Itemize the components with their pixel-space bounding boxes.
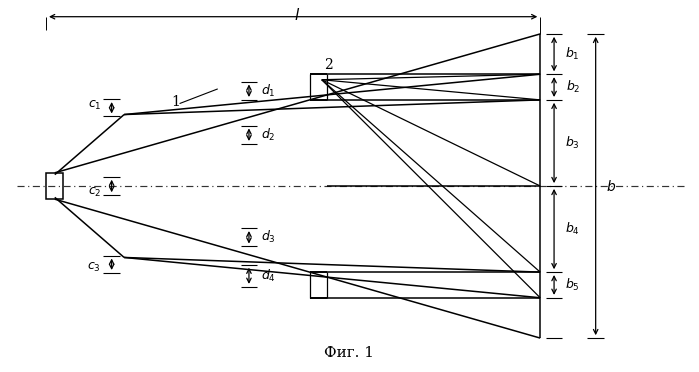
Text: 1: 1 [172, 95, 180, 109]
Text: $d_1$: $d_1$ [261, 83, 275, 99]
Text: $c_3$: $c_3$ [87, 261, 101, 274]
Text: $b_1$: $b_1$ [565, 46, 580, 62]
Text: $l$: $l$ [294, 7, 301, 23]
Text: $b$: $b$ [606, 179, 616, 193]
Text: $b_5$: $b_5$ [565, 277, 580, 293]
Text: Фиг. 1: Фиг. 1 [324, 346, 375, 360]
Text: $d_4$: $d_4$ [261, 268, 276, 284]
Text: $b_4$: $b_4$ [565, 221, 580, 237]
Text: $d_3$: $d_3$ [261, 229, 276, 246]
Text: $b_2$: $b_2$ [565, 79, 580, 95]
Text: $c_1$: $c_1$ [87, 99, 101, 112]
Text: $b_3$: $b_3$ [565, 135, 580, 151]
Text: $c_2$: $c_2$ [87, 186, 101, 199]
Text: $d_2$: $d_2$ [261, 126, 275, 143]
Text: 2: 2 [324, 58, 333, 72]
Bar [46, 173, 64, 199]
